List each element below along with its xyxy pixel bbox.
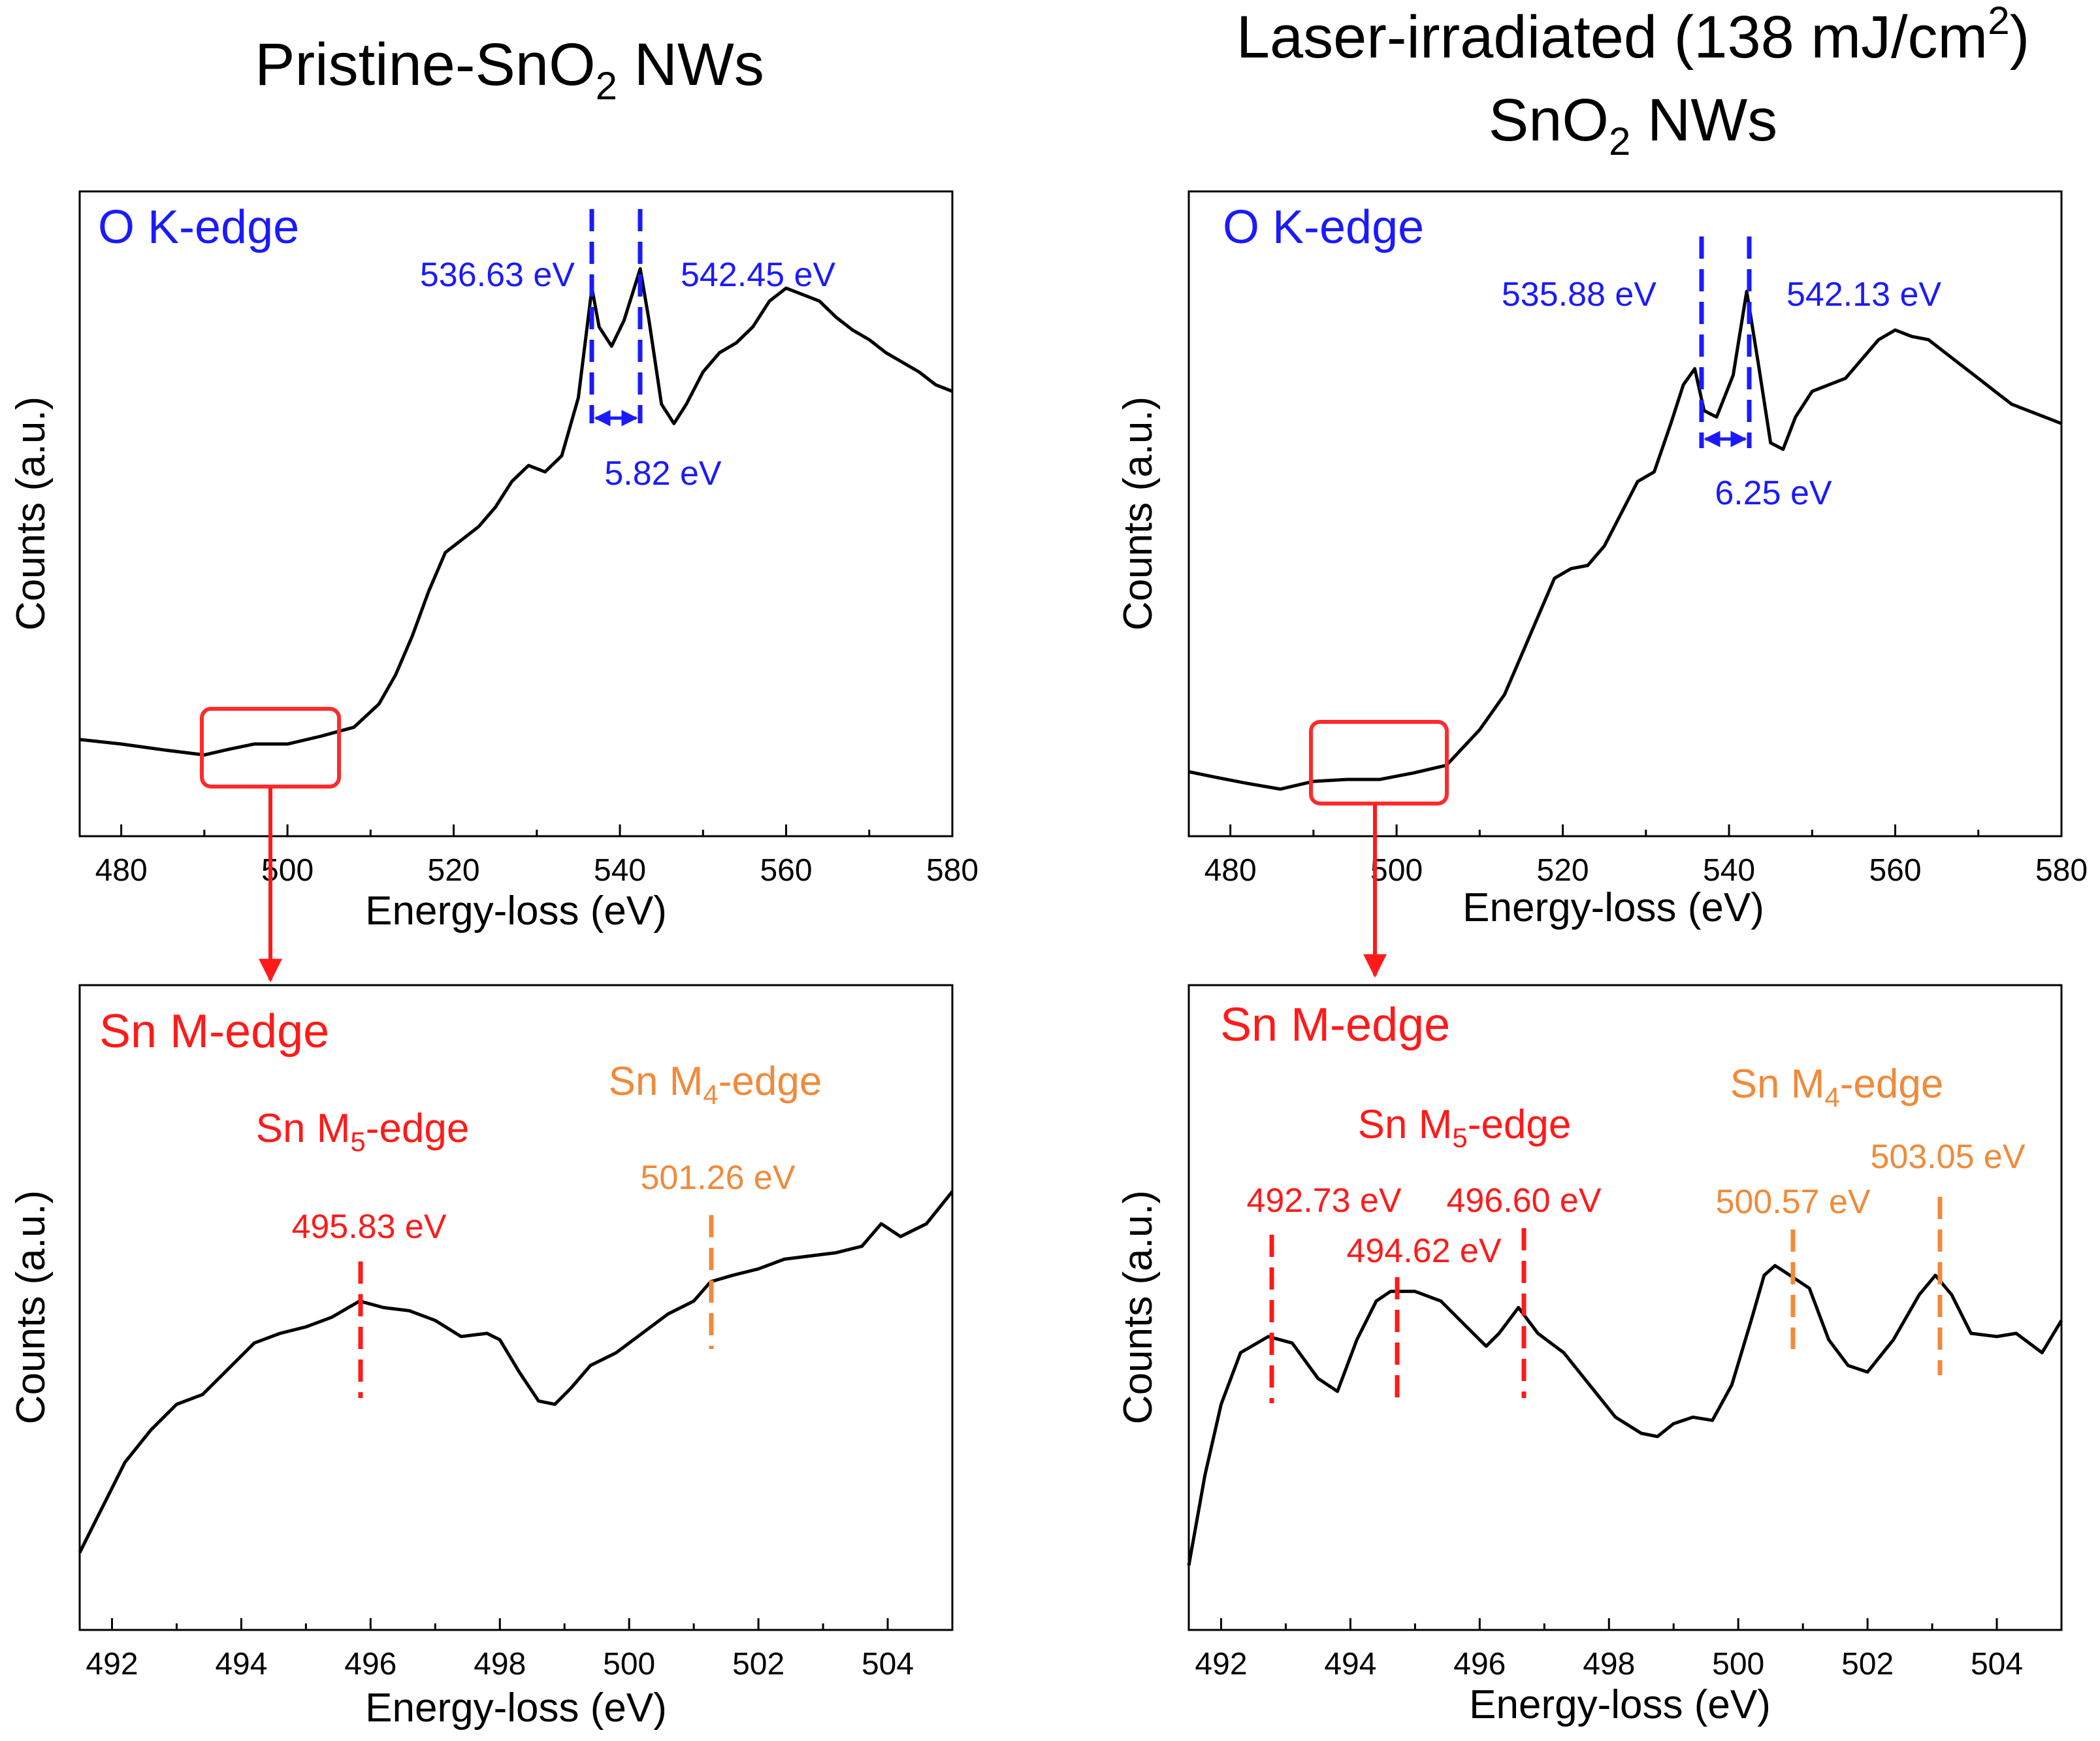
peak-label-542-45: 542.45 eV bbox=[681, 256, 835, 294]
peak-label-536-63: 536.63 eV bbox=[420, 256, 575, 294]
spectrum-line bbox=[78, 1190, 954, 1554]
x-tick-label-494: 494 bbox=[215, 1647, 267, 1682]
left-panel-title: Pristine-SnO2 NWs bbox=[255, 31, 764, 108]
m5-edge-label: Sn M5-edge bbox=[1358, 1102, 1572, 1153]
chart-laser-sn-m-edge: 492 494 496 498 500 502 504 Sn M-edge Sn M5-ed… bbox=[1116, 984, 2063, 1727]
peak-label-492-73: 492.73 eV bbox=[1246, 1182, 1401, 1220]
edge-label: O K-edge bbox=[1223, 201, 1424, 253]
x-tick-label-520: 520 bbox=[1537, 853, 1589, 888]
y-axis-label: Counts (a.u.) bbox=[8, 1190, 54, 1424]
peak-label-494-62: 494.62 eV bbox=[1346, 1232, 1501, 1270]
peak-label-500-57: 500.57 eV bbox=[1715, 1183, 1870, 1221]
x-tick-label-504: 504 bbox=[862, 1647, 914, 1682]
x-tick-label-494: 494 bbox=[1324, 1647, 1376, 1682]
x-axis-label: Energy-loss (eV) bbox=[1462, 885, 1764, 930]
x-tick-label-492: 492 bbox=[1195, 1647, 1247, 1682]
x-axis-ticks: 492 494 496 498 500 502 504 bbox=[86, 1618, 914, 1682]
chart-pristine-o-k-edge: 480 500 520 540 560 580 O K-edge 536.63 eV 54… bbox=[8, 190, 978, 934]
right-panel-title-line2: SnO2 NWs bbox=[1489, 87, 1777, 163]
separation-label: 6.25 eV bbox=[1715, 474, 1832, 512]
plot-frame bbox=[1187, 984, 2063, 1631]
right-panel-title-line1: Laser-irradiated (138 mJ/cm2) bbox=[1236, 0, 2029, 71]
x-tick-label-500: 500 bbox=[1370, 853, 1423, 888]
x-tick-label-496: 496 bbox=[1453, 1647, 1506, 1682]
m4-edge-label: Sn M4-edge bbox=[609, 1059, 822, 1110]
x-tick-label-504: 504 bbox=[1971, 1647, 2023, 1682]
edge-label: O K-edge bbox=[98, 201, 299, 253]
edge-label: Sn M-edge bbox=[1220, 999, 1450, 1051]
x-tick-label-480: 480 bbox=[1204, 853, 1257, 888]
x-tick-label-580: 580 bbox=[926, 853, 978, 888]
x-tick-label-540: 540 bbox=[1703, 853, 1755, 888]
x-axis-ticks: 480 500 520 540 560 580 bbox=[95, 824, 978, 888]
x-axis-label: Energy-loss (eV) bbox=[1469, 1682, 1771, 1727]
x-tick-label-498: 498 bbox=[1583, 1647, 1635, 1682]
x-tick-label-480: 480 bbox=[95, 853, 148, 888]
spectrum-line bbox=[1187, 1263, 2063, 1566]
peak-label-542-13: 542.13 eV bbox=[1786, 276, 1941, 314]
x-axis-ticks: 492 494 496 498 500 502 504 bbox=[1195, 1618, 2023, 1682]
x-tick-label-492: 492 bbox=[86, 1647, 138, 1682]
x-tick-label-496: 496 bbox=[344, 1647, 396, 1682]
plot-frame bbox=[78, 984, 954, 1631]
x-tick-label-520: 520 bbox=[428, 853, 480, 888]
x-axis-label: Energy-loss (eV) bbox=[365, 1685, 667, 1731]
y-axis-label: Counts (a.u.) bbox=[1116, 397, 1161, 630]
y-axis-label: Counts (a.u.) bbox=[8, 397, 54, 630]
chart-pristine-sn-m-edge: 492 494 496 498 500 502 504 Sn M-edge Sn M5-ed… bbox=[8, 984, 954, 1731]
x-tick-label-560: 560 bbox=[760, 853, 812, 888]
x-axis-ticks: 480 500 520 540 560 580 bbox=[1204, 824, 2088, 888]
spectrum-line bbox=[79, 267, 953, 757]
x-tick-label-500: 500 bbox=[1712, 1647, 1764, 1682]
y-axis-label: Counts (a.u.) bbox=[1116, 1190, 1161, 1424]
x-tick-label-500: 500 bbox=[603, 1647, 655, 1682]
x-axis-label: Energy-loss (eV) bbox=[365, 888, 667, 934]
x-tick-label-560: 560 bbox=[1869, 853, 1921, 888]
separation-label: 5.82 eV bbox=[604, 455, 722, 493]
peak-label-535-88: 535.88 eV bbox=[1502, 276, 1656, 314]
spectrum-line bbox=[1188, 289, 2062, 791]
chart-laser-o-k-edge: 480 500 520 540 560 580 O K-edge 535.88 eV 54… bbox=[1116, 190, 2088, 930]
m5-edge-label: Sn M5-edge bbox=[256, 1106, 470, 1157]
sn-m-edge-highlight-box bbox=[200, 707, 341, 789]
sn-m-edge-highlight-box bbox=[1309, 720, 1449, 805]
plot-frame bbox=[1187, 190, 2063, 838]
x-tick-label-580: 580 bbox=[2035, 853, 2088, 888]
peak-label-501-26: 501.26 eV bbox=[640, 1159, 795, 1197]
edge-label: Sn M-edge bbox=[99, 1005, 329, 1058]
x-tick-label-502: 502 bbox=[1841, 1647, 1894, 1682]
peak-label-495-83: 495.83 eV bbox=[291, 1208, 446, 1246]
m4-edge-label: Sn M4-edge bbox=[1730, 1062, 1944, 1113]
peak-label-503-05: 503.05 eV bbox=[1870, 1138, 2025, 1176]
x-tick-label-502: 502 bbox=[732, 1647, 784, 1682]
x-tick-label-498: 498 bbox=[474, 1647, 526, 1682]
plot-frame bbox=[78, 190, 954, 838]
peak-label-496-60: 496.60 eV bbox=[1446, 1182, 1601, 1220]
x-tick-label-540: 540 bbox=[594, 853, 646, 888]
